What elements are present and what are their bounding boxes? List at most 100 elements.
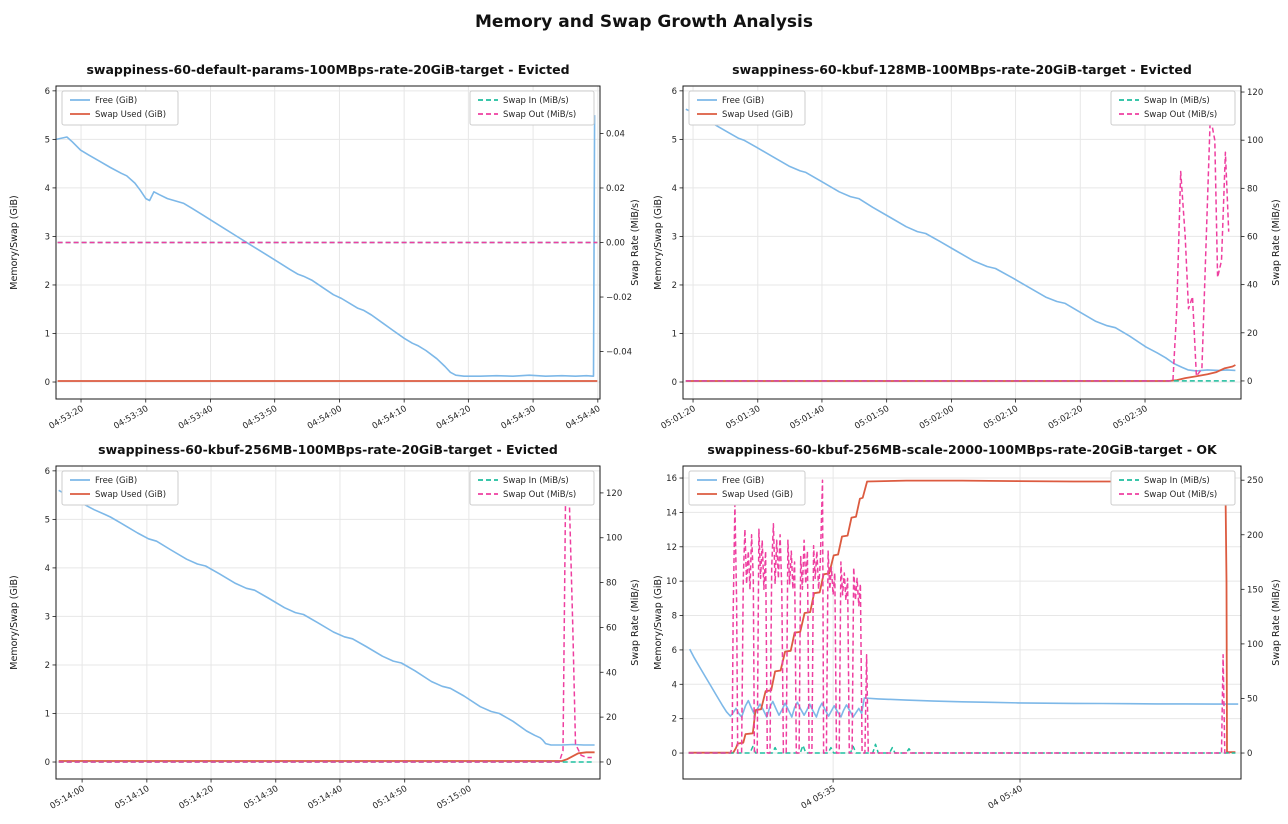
chart-title: swappiness-60-kbuf-128MB-100MBps-rate-20… (732, 62, 1192, 77)
y-tick-label-right: 80 (606, 579, 617, 589)
x-tick-label: 04:54:00 (306, 404, 344, 432)
y-tick-label-left: 3 (45, 612, 50, 622)
legend-label: Swap In (MiB/s) (503, 96, 569, 106)
y-axis-label-left: Memory/Swap (GiB) (653, 195, 664, 289)
legend-label: Swap In (MiB/s) (503, 476, 569, 486)
y-tick-label-left: 1 (672, 329, 677, 339)
x-tick-label: 05:14:10 (113, 784, 151, 812)
chart-canvas-1: 0 1 2 3 4 5 6 0.04 0.02 0.00 −0.02 −0.04 04:53:20 04:… (9, 62, 641, 432)
y-tick-label-right: 100 (1247, 640, 1263, 650)
y-tick-label-left: 6 (672, 646, 677, 656)
legend-label: Swap Out (MiB/s) (503, 110, 576, 120)
legend-label: Swap Out (MiB/s) (1144, 490, 1217, 500)
y-tick-label-right: 80 (1247, 184, 1258, 194)
y-tick-label-left: 2 (672, 715, 677, 725)
y-tick-label-right: 0 (1247, 749, 1252, 759)
y-tick-label-left: 6 (45, 87, 50, 97)
series-swap-out-line (58, 480, 592, 763)
y-tick-label-left: 3 (672, 232, 677, 242)
x-tick-label: 04:53:20 (47, 404, 85, 432)
x-tick-label: 04:54:30 (500, 404, 538, 432)
series-swap-in-line (688, 743, 1236, 754)
y-tick-label-left: 12 (666, 543, 677, 553)
legend-label: Swap Out (MiB/s) (1144, 110, 1217, 120)
y-tick-label-right: 150 (1247, 585, 1263, 595)
x-tick-label: 04:53:30 (112, 404, 150, 432)
y-tick-label-right: 250 (1247, 476, 1263, 486)
x-tick-label: 05:02:30 (1111, 404, 1149, 432)
y-axis-label-left: Memory/Swap (GiB) (653, 575, 664, 669)
y-tick-label-left: 2 (672, 281, 677, 291)
legend-right (1110, 90, 1236, 126)
series-free-line (58, 489, 595, 746)
y-tick-label-left: 14 (666, 508, 677, 518)
plot-border (55, 465, 601, 780)
x-tick-label: 04:54:10 (371, 404, 409, 432)
x-tick-label: 05:02:20 (1047, 404, 1085, 432)
chart-panel-2: 0 1 2 3 4 5 6 0 20 40 60 80 100 120 05:01:20 05:01:30 05… (644, 50, 1288, 436)
x-tick-label: 05:14:30 (242, 784, 280, 812)
y-tick-label-right: 0 (1247, 377, 1252, 387)
y-tick-label-left: 0 (672, 378, 677, 388)
legend-left (61, 470, 179, 506)
x-tick-label: 05:14:40 (306, 784, 344, 812)
legend-right (1110, 470, 1236, 506)
y-tick-label-right: 100 (1247, 136, 1263, 146)
y-tick-label-left: 4 (672, 184, 677, 194)
chart-panel-3: 0 1 2 3 4 5 6 0 20 40 60 80 100 120 05:14:00 05:14:10 05… (0, 430, 644, 816)
legend-right (469, 470, 595, 506)
y-tick-label-left: 5 (45, 515, 50, 525)
y-tick-label-left: 0 (672, 749, 677, 759)
y-axis-label-right: Swap Rate (MiB/s) (1271, 199, 1282, 285)
y-tick-label-left: 4 (672, 680, 677, 690)
y-axis-label-right: Swap Rate (MiB/s) (630, 199, 641, 285)
y-tick-label-right: −0.02 (606, 293, 632, 303)
y-axis-label-right: Swap Rate (MiB/s) (1271, 579, 1282, 665)
chart-canvas-4: 0 2 4 6 8 10 12 14 16 0 50 100 150 200 250 04 05:35 04 0… (653, 442, 1282, 812)
y-axis-label-right: Swap Rate (MiB/s) (630, 579, 641, 665)
y-tick-label-left: 2 (45, 281, 50, 291)
legend-label: Swap Used (GiB) (722, 110, 793, 120)
legend-label: Swap Out (MiB/s) (503, 490, 576, 500)
x-tick-label: 05:01:50 (853, 404, 891, 432)
x-tick-label: 04 05:40 (987, 784, 1025, 812)
chart-title: swappiness-60-default-params-100MBps-rat… (86, 62, 569, 77)
plot-border (682, 465, 1242, 780)
legend-left (688, 90, 806, 126)
legend-label: Free (GiB) (95, 96, 137, 106)
y-tick-label-right: 60 (606, 623, 617, 633)
chart-title: swappiness-60-kbuf-256MB-100MBps-rate-20… (98, 442, 558, 457)
chart-panel-4: 0 2 4 6 8 10 12 14 16 0 50 100 150 200 250 04 05:35 04 0… (644, 430, 1288, 816)
series-free-line (685, 108, 1236, 372)
y-tick-label-right: 60 (1247, 232, 1258, 242)
y-tick-label-right: 40 (606, 668, 617, 678)
y-tick-label-left: 1 (45, 709, 50, 719)
legend-label: Free (GiB) (722, 476, 764, 486)
x-tick-label: 05:01:20 (659, 404, 697, 432)
y-tick-label-right: −0.04 (606, 348, 632, 358)
plot-border (682, 85, 1242, 400)
y-tick-label-left: 2 (45, 661, 50, 671)
legend-label: Free (GiB) (722, 96, 764, 106)
y-tick-label-right: 50 (1247, 694, 1258, 704)
y-tick-label-right: 120 (606, 489, 622, 499)
x-tick-label: 05:01:40 (788, 404, 826, 432)
y-tick-label-left: 5 (672, 135, 677, 145)
series-free-line (56, 115, 596, 377)
legend-label: Swap Used (GiB) (95, 110, 166, 120)
y-tick-label-right: 120 (1247, 88, 1263, 98)
legend-label: Swap Used (GiB) (722, 490, 793, 500)
y-tick-label-right: 20 (1247, 329, 1258, 339)
y-axis-label-left: Memory/Swap (GiB) (9, 195, 20, 289)
y-tick-label-right: 0.02 (606, 184, 625, 194)
y-tick-label-right: 100 (606, 534, 622, 544)
x-tick-label: 04:53:50 (241, 404, 279, 432)
series-swap-used-line (58, 751, 595, 762)
legend-right (469, 90, 595, 126)
x-tick-label: 05:14:20 (177, 784, 215, 812)
y-tick-label-right: 0 (606, 758, 611, 768)
y-tick-label-right: 20 (606, 713, 617, 723)
legend-label: Free (GiB) (95, 476, 137, 486)
